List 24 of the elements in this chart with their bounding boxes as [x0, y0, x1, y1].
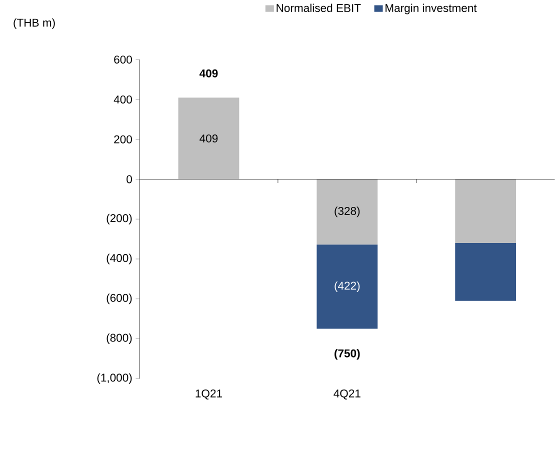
bar [178, 97, 240, 180]
bar [316, 244, 378, 329]
y-tick-label: (1,000) [97, 373, 132, 384]
data-label: (328) [334, 206, 360, 217]
x-tick-label: 4Q21 [334, 389, 360, 400]
y-tick-label: (600) [106, 293, 132, 304]
x-tick-label: 1Q21 [196, 389, 222, 400]
total-label: 409 [199, 69, 218, 78]
total-label: (750) [334, 348, 360, 360]
legend-label: Normalised EBIT [276, 4, 361, 12]
text: (THB m) [14, 18, 55, 29]
bar [455, 242, 516, 301]
bar [316, 179, 378, 244]
y-tick-label: 400 [114, 95, 132, 104]
y-tick-label: (200) [106, 214, 132, 224]
legend-label: Margin investment [386, 4, 477, 14]
y-tick-label: 600 [114, 55, 132, 64]
data-label: (422) [334, 281, 360, 292]
bar [455, 179, 516, 243]
y-tick-label: 200 [114, 135, 132, 144]
y-tick-label: 0 [126, 175, 132, 184]
y-tick-label: (800) [106, 333, 132, 344]
data-label: 409 [200, 134, 218, 142]
y-tick-label: (400) [106, 254, 132, 264]
